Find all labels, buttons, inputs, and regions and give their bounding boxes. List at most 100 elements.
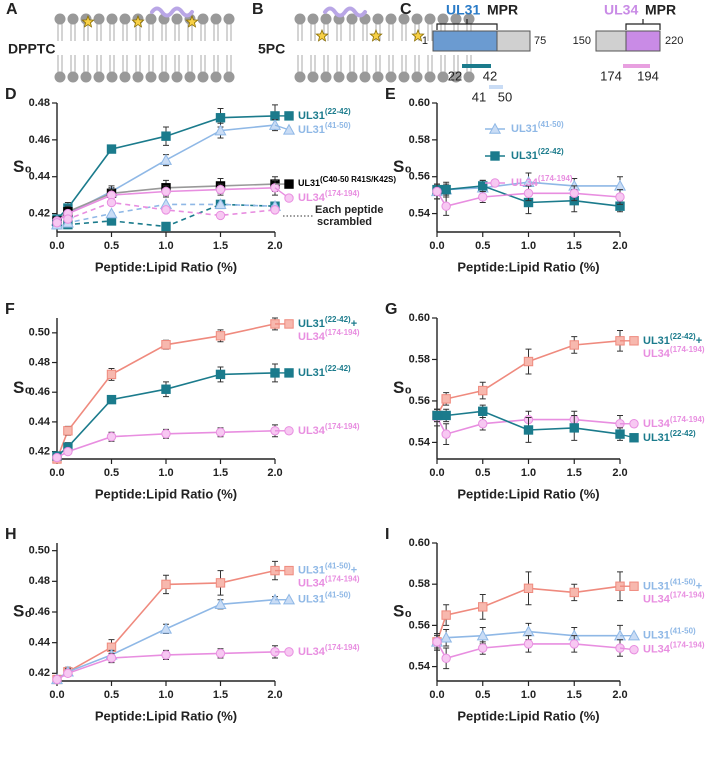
marker — [478, 406, 488, 417]
marker — [282, 123, 296, 135]
marker — [282, 593, 296, 605]
marker — [215, 369, 226, 380]
lipid-head — [106, 71, 118, 83]
x-tick-label: 1.5 — [567, 467, 582, 479]
marker — [214, 598, 227, 610]
marker — [161, 429, 171, 439]
marker — [569, 587, 579, 598]
lipid-head — [372, 71, 384, 83]
marker — [215, 331, 226, 341]
lipid-head — [184, 71, 196, 83]
membrane-label: DPPTC — [8, 41, 55, 57]
x-tick-label: 1.5 — [213, 467, 228, 479]
marker — [441, 184, 451, 195]
marker — [214, 198, 227, 210]
marker — [629, 433, 639, 443]
y-tick-label: 0.56 — [409, 395, 430, 407]
lipid-head — [223, 13, 235, 25]
lipid-head — [437, 71, 449, 83]
marker — [63, 446, 73, 457]
legend-label: UL34(174-194) — [643, 640, 705, 655]
probe-star — [185, 14, 199, 28]
legend-label: UL31(C40-50 R41S/K42S) — [298, 175, 396, 189]
marker — [523, 425, 534, 435]
lipid-head — [93, 71, 105, 83]
marker — [490, 178, 500, 188]
y-tick-label: 0.44 — [29, 171, 51, 183]
lipid-head — [294, 13, 306, 25]
residue: 42 — [483, 68, 497, 83]
lipid-head — [359, 71, 371, 83]
marker — [106, 197, 117, 208]
marker — [441, 653, 451, 664]
marker — [215, 113, 226, 123]
x-tick-label: 2.0 — [612, 689, 627, 701]
marker — [569, 188, 579, 199]
y-axis-label: S₀ — [393, 601, 412, 620]
lipid-head — [93, 13, 105, 25]
mpr-region — [625, 30, 661, 52]
peptide — [323, 6, 367, 18]
marker — [523, 583, 534, 594]
marker — [52, 452, 62, 463]
lipid-head — [158, 71, 170, 83]
x-tick-label: 2.0 — [612, 467, 627, 479]
y-tick-label: 0.58 — [409, 353, 430, 365]
panel-letter: G — [385, 301, 397, 318]
marker — [523, 639, 534, 649]
legend-label: UL34(174-194) — [511, 174, 573, 189]
marker — [432, 637, 442, 647]
annotation: scrambled — [317, 216, 372, 228]
marker — [284, 565, 294, 576]
marker — [215, 184, 226, 195]
lipid-head — [210, 13, 222, 25]
y-axis-label: S₀ — [13, 157, 32, 176]
y-tick-label: 0.44 — [29, 416, 51, 428]
marker — [284, 426, 294, 436]
protein-name: UL31 — [446, 2, 480, 18]
marker — [161, 205, 171, 215]
x-axis-label: Peptide:Lipid Ratio (%) — [95, 486, 237, 501]
marker — [284, 319, 294, 329]
x-axis-label: Peptide:Lipid Ratio (%) — [95, 708, 237, 723]
marker — [478, 181, 488, 191]
marker — [478, 643, 488, 653]
marker — [284, 193, 294, 203]
residue: 174 — [600, 68, 622, 83]
marker — [629, 336, 639, 346]
legend-label: UL34(174-194) — [643, 590, 705, 605]
y-tick-label: 0.42 — [29, 207, 50, 219]
marker — [569, 639, 579, 649]
residue: 150 — [573, 35, 591, 47]
marker — [63, 214, 73, 224]
x-tick-label: 1.5 — [213, 689, 228, 701]
residue: 75 — [534, 35, 546, 47]
marker — [106, 432, 117, 442]
legend-label: UL34(174-194) — [298, 189, 360, 204]
marker — [432, 186, 442, 197]
marker — [214, 124, 227, 136]
x-tick-label: 1.5 — [213, 240, 228, 252]
y-tick-label: 0.46 — [29, 606, 50, 618]
x-tick-label: 1.5 — [567, 689, 582, 701]
y-axis-label: S₀ — [393, 378, 412, 397]
y-tick-label: 0.56 — [409, 619, 430, 631]
marker — [161, 650, 171, 660]
marker — [478, 192, 488, 202]
mpr-label: MPR — [645, 2, 676, 18]
y-tick-label: 0.54 — [409, 660, 431, 672]
lipid-head — [411, 71, 423, 83]
legend-label: UL31(22-42) — [511, 147, 564, 162]
legend-label: UL31(41-50)+ — [643, 577, 702, 592]
marker — [268, 118, 282, 130]
marker — [523, 188, 534, 199]
y-tick-label: 0.46 — [29, 134, 50, 146]
y-tick-label: 0.46 — [29, 386, 50, 398]
marker — [615, 429, 625, 439]
y-axis-label: S₀ — [13, 378, 32, 397]
marker — [52, 674, 62, 685]
lipid-head — [307, 71, 319, 83]
x-tick-label: 1.0 — [158, 467, 173, 479]
marker — [159, 622, 173, 634]
